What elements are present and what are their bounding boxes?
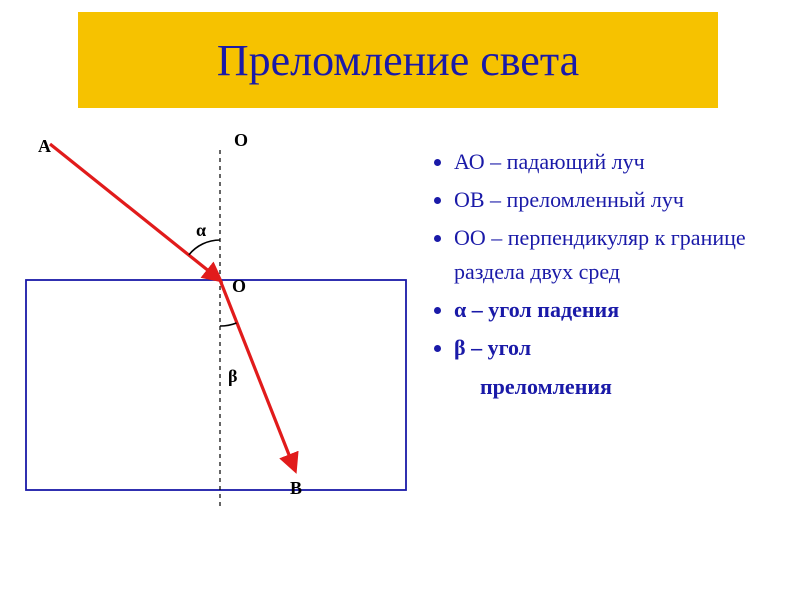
title-bar: Преломление света (78, 12, 718, 108)
legend-item: α – угол падения (454, 293, 790, 327)
legend-list: АО – падающий луч ОВ – преломленный луч ОО… (430, 145, 790, 366)
refraction-diagram: А О Оα β В (0, 130, 430, 570)
legend-item: ОВ – преломленный луч (454, 183, 790, 217)
legend-continuation: преломления (430, 370, 790, 404)
legend: АО – падающий луч ОВ – преломленный луч ОО… (430, 145, 790, 404)
title-text: Преломление света (217, 35, 579, 86)
legend-item: β – угол (454, 331, 790, 365)
svg-text:О: О (232, 276, 246, 296)
svg-text:А: А (38, 136, 51, 156)
svg-text:В: В (290, 478, 302, 498)
svg-text:α: α (196, 220, 206, 240)
legend-item: ОО – перпендикуляр к границе раздела дву… (454, 221, 790, 289)
svg-text:О: О (234, 130, 248, 150)
legend-item: АО – падающий луч (454, 145, 790, 179)
svg-text:β: β (228, 366, 237, 386)
